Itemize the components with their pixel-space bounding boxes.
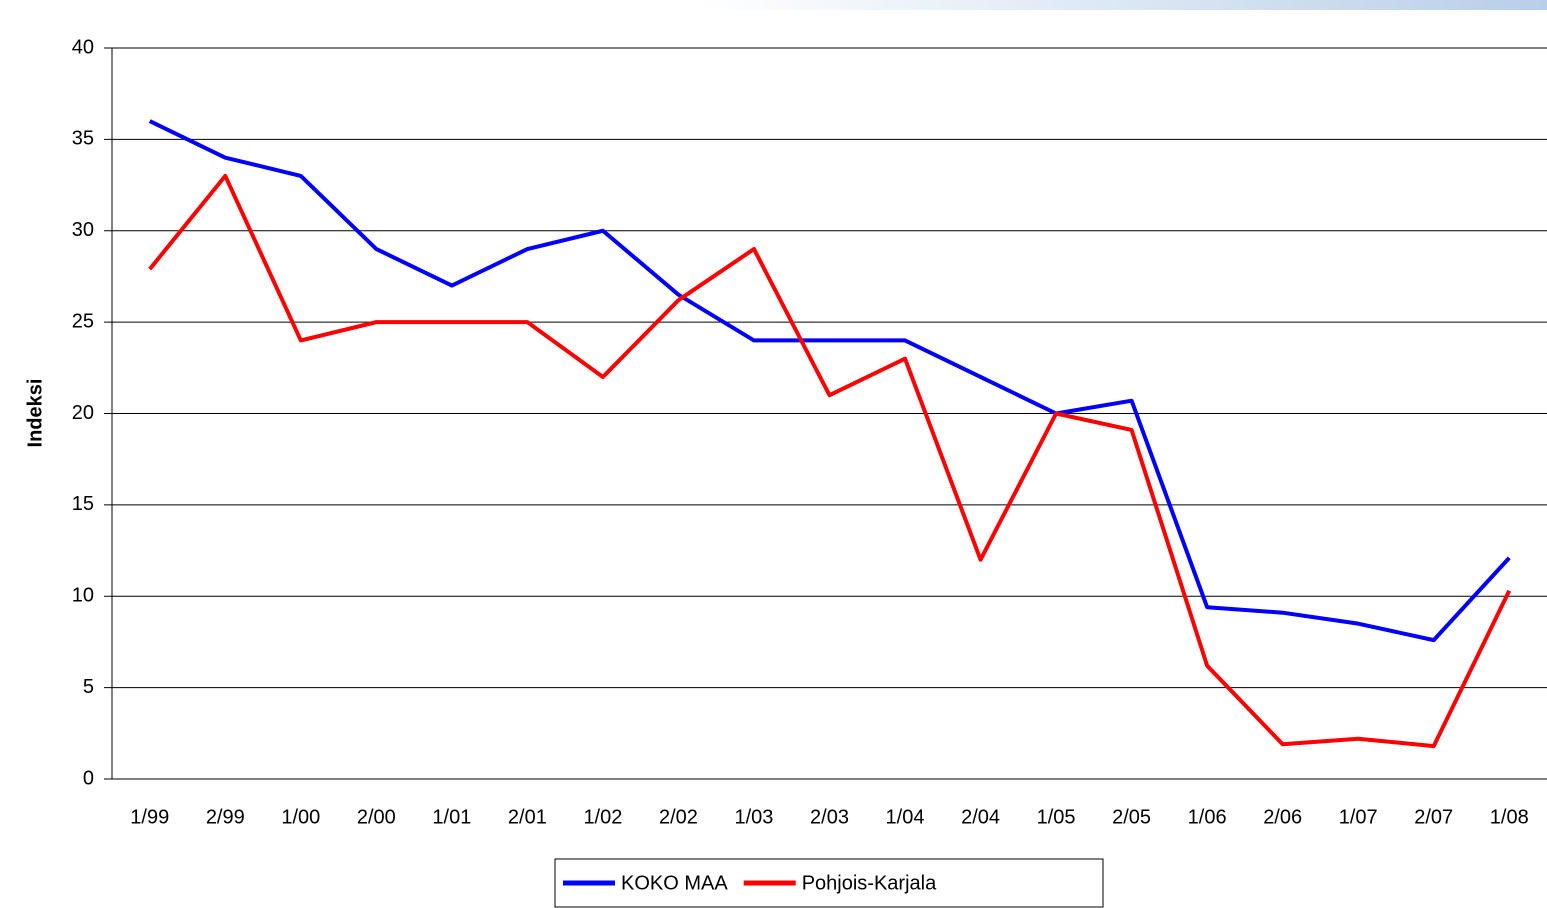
x-tick-label: 1/07 (1339, 806, 1378, 828)
x-tick-label: 2/05 (1112, 806, 1151, 828)
header-band (700, 0, 1547, 10)
x-tick-label: 1/01 (432, 806, 471, 828)
x-tick-label: 2/03 (810, 806, 849, 828)
x-tick-label: 1/00 (281, 806, 320, 828)
x-tick-label: 2/00 (357, 806, 396, 828)
x-tick-label: 2/06 (1263, 806, 1302, 828)
line-series (148, 173, 1512, 749)
legend-box (554, 858, 1104, 908)
legend-label: Pohjois-Karjala (802, 872, 937, 894)
x-tick-label: 1/04 (886, 806, 925, 828)
x-tick-label: 1/03 (735, 806, 774, 828)
x-tick-label: 2/02 (659, 806, 698, 828)
x-tick-label: 1/06 (1188, 806, 1227, 828)
y-tick-label: 25 (72, 310, 94, 332)
x-tick-label: 2/04 (961, 806, 1000, 828)
y-tick-label: 5 (83, 676, 94, 698)
x-tick-label: 2/01 (508, 806, 547, 828)
x-tick-label: 2/99 (206, 806, 245, 828)
legend-label: KOKO MAA (621, 872, 728, 894)
y-tick-label: 10 (72, 585, 94, 607)
line-series (148, 119, 1511, 643)
y-tick-label: 30 (72, 219, 94, 241)
x-tick-label: 1/05 (1037, 806, 1076, 828)
y-axis-label: Indeksi (24, 379, 46, 448)
x-tick-label: 1/08 (1490, 806, 1529, 828)
y-tick-label: 0 (83, 767, 94, 789)
y-tick-label: 40 (72, 36, 94, 58)
y-tick-label: 15 (72, 493, 94, 515)
x-tick-label: 1/99 (130, 806, 169, 828)
x-tick-label: 2/07 (1414, 806, 1453, 828)
y-tick-label: 35 (72, 128, 94, 150)
y-tick-label: 20 (72, 402, 94, 424)
x-tick-label: 1/02 (583, 806, 622, 828)
